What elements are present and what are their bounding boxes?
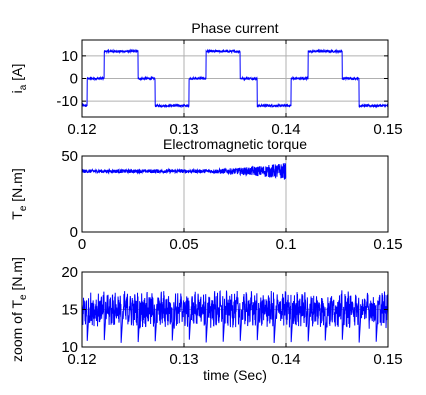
y-tick-label: 0 — [70, 71, 78, 88]
x-tick-label: 0.15 — [373, 121, 402, 138]
x-tick-label: 0.15 — [373, 236, 402, 253]
y-label-subscript: e — [18, 205, 29, 211]
x-tick-label: 0.13 — [169, 351, 198, 368]
y-axis-label: zoom of Te [N.m] — [9, 257, 29, 362]
subplot-1: 0.12 0.13 0.14 0.15 -10 0 10 Phase current ia [A… — [9, 20, 403, 138]
y-label-unit: [N.m] — [9, 168, 25, 205]
subplot-title: Phase current — [191, 20, 278, 36]
y-tick-label: 0 — [70, 224, 78, 241]
x-tick-label: 0.15 — [373, 351, 402, 368]
x-tick-label: 0.12 — [67, 351, 96, 368]
y-label-main: i — [9, 90, 25, 93]
y-tick-label: 50 — [61, 148, 78, 165]
subplot-3: 0.12 0.13 0.14 0.15 10 15 20 time (Sec) zoom of … — [9, 257, 403, 383]
x-tick-label: 0.05 — [169, 236, 198, 253]
series-line — [81, 48, 389, 109]
x-tick-label: 0.14 — [271, 351, 300, 368]
y-label-main: zoom of T — [9, 300, 25, 362]
series-line — [81, 290, 389, 343]
x-tick-label: 0 — [78, 236, 86, 253]
y-label-unit: [N.m] — [9, 257, 25, 294]
y-label-subscript: a — [18, 84, 29, 90]
y-tick-label: 10 — [61, 339, 78, 356]
y-axis-label: ia [A] — [9, 64, 29, 94]
y-label-unit: [A] — [9, 64, 25, 85]
y-tick-label: 20 — [61, 264, 78, 281]
subplot-2: 0 0.05 0.1 0.15 0 50 Electromagnetic torque Te … — [9, 136, 403, 253]
plot-area — [82, 156, 388, 232]
series-line — [81, 163, 287, 180]
y-tick-label: -10 — [56, 93, 78, 110]
x-axis-label: time (Sec) — [203, 367, 267, 383]
y-tick-label: 10 — [61, 48, 78, 65]
y-label-subscript: e — [18, 294, 29, 300]
y-axis-label: Te [N.m] — [9, 168, 29, 219]
subplot-title: Electromagnetic torque — [163, 136, 307, 152]
x-tick-label: 0.1 — [276, 236, 297, 253]
x-tick-label: 0.13 — [169, 121, 198, 138]
x-tick-label: 0.14 — [271, 121, 300, 138]
y-label-main: T — [9, 211, 25, 220]
y-tick-label: 15 — [61, 302, 78, 319]
axes-frame — [81, 155, 389, 233]
x-tick-label: 0.12 — [67, 121, 96, 138]
